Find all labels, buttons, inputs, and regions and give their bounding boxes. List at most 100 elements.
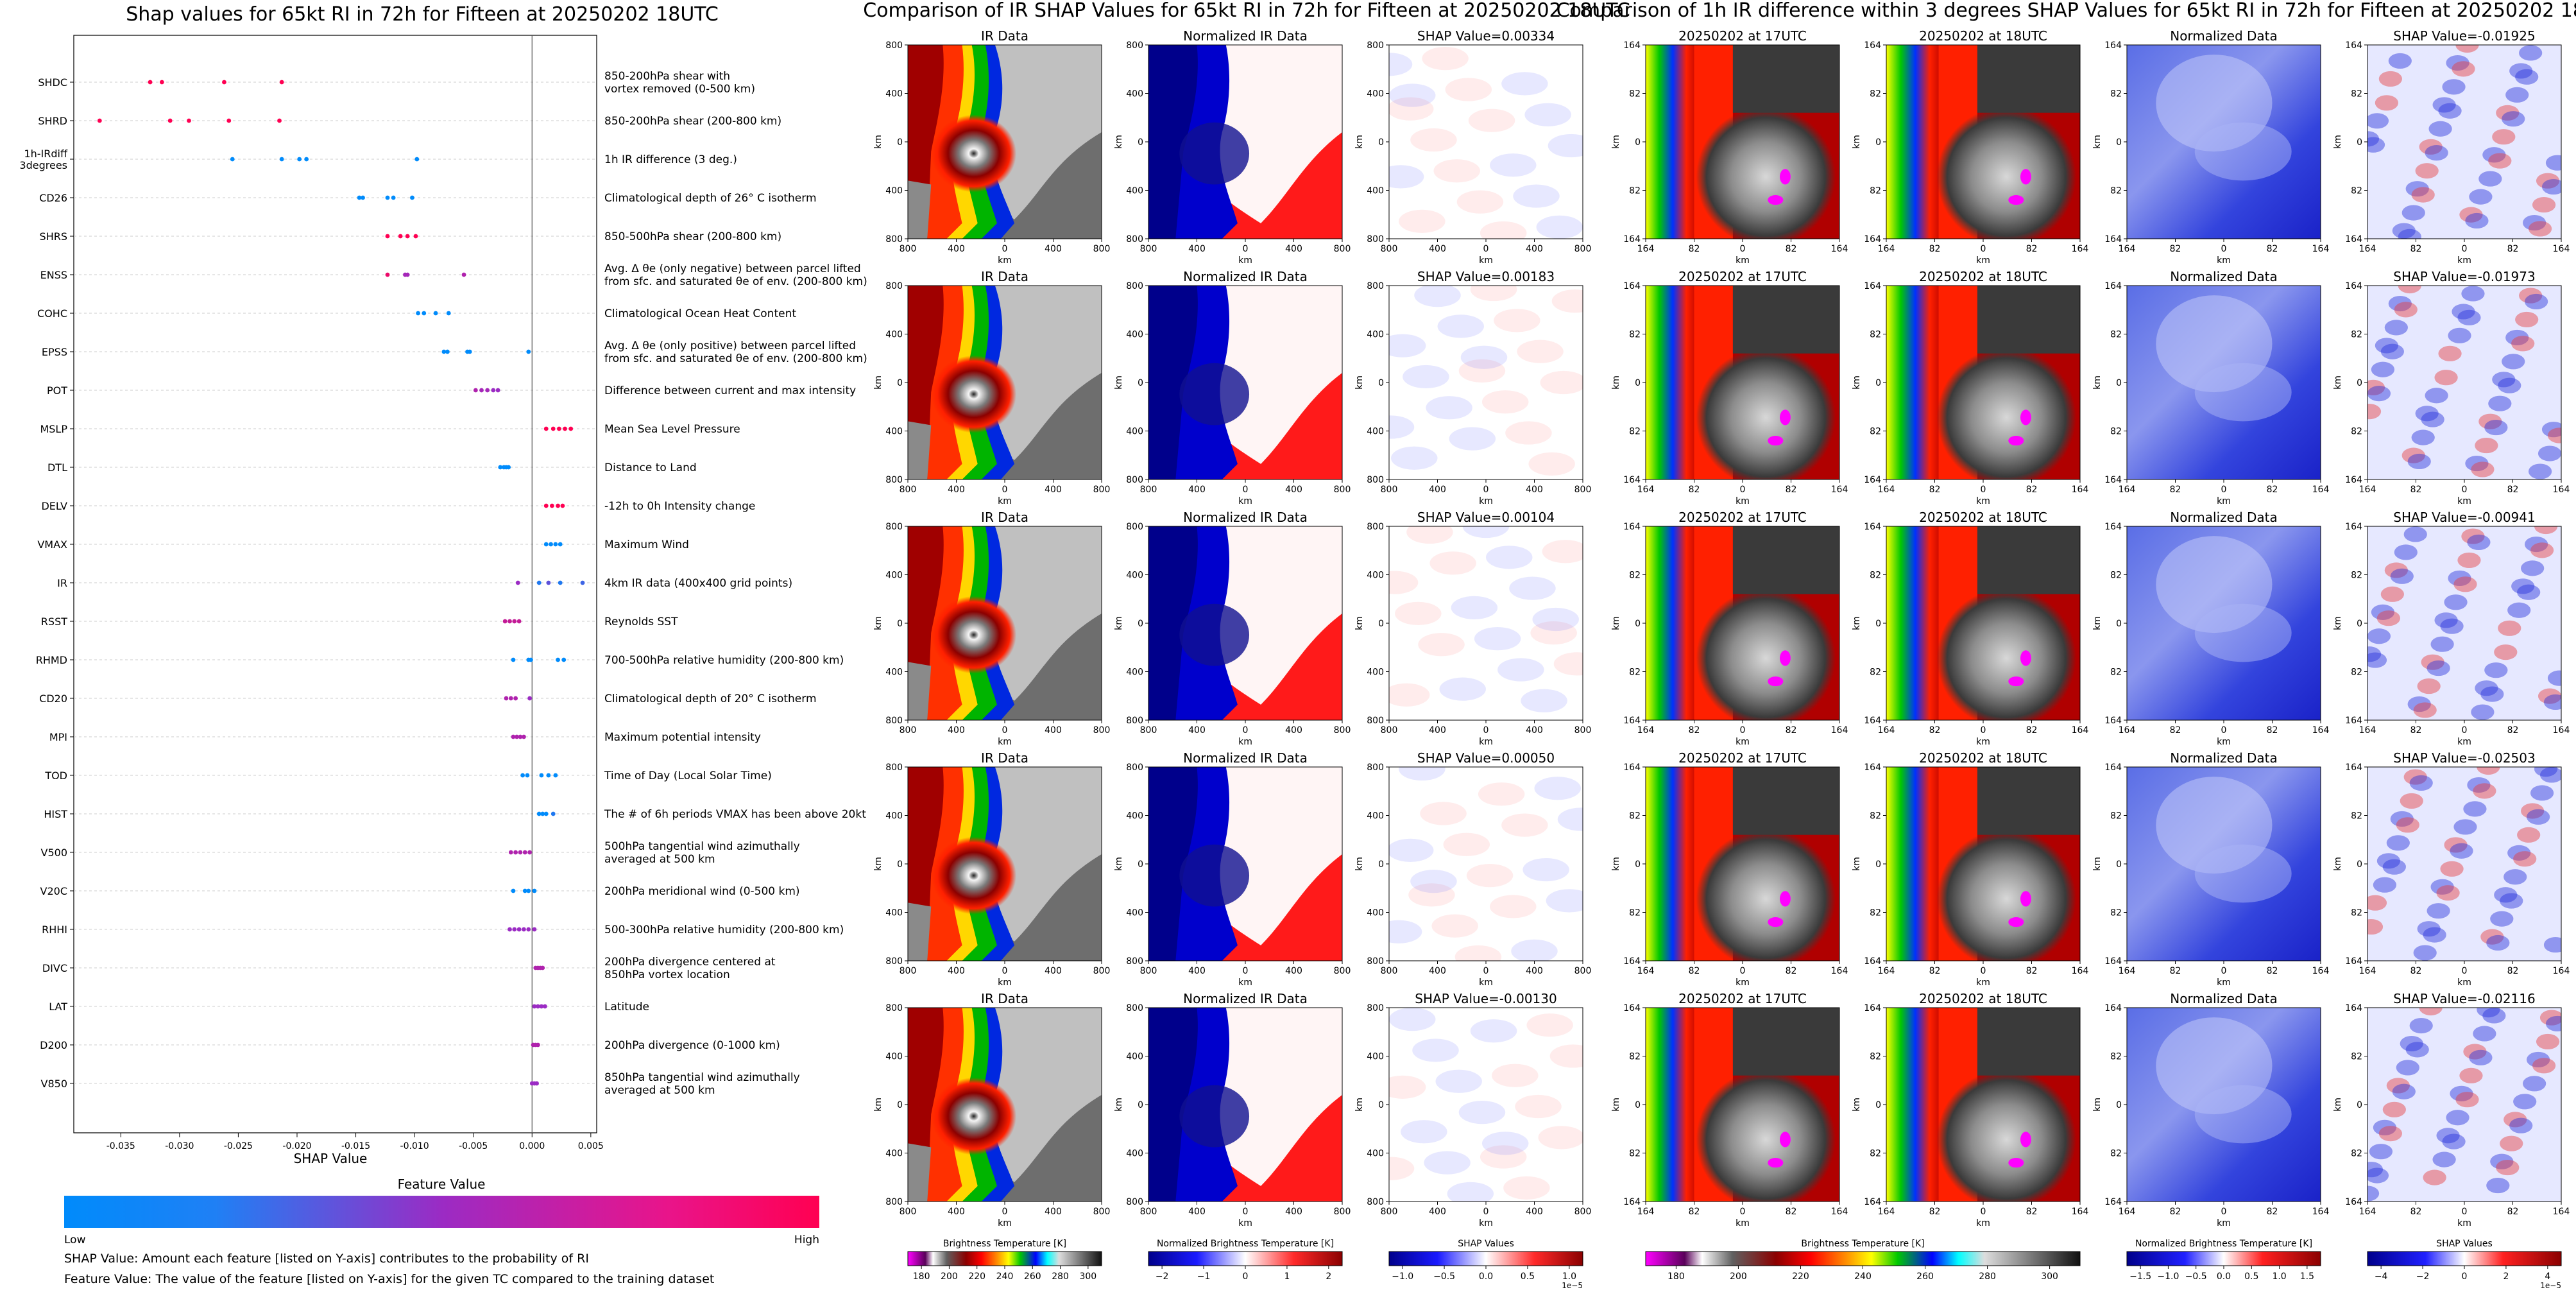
y-tick-label: 0 [2357, 859, 2362, 870]
y-axis-label: km [1354, 375, 1365, 390]
x-tick-label: 0 [1981, 485, 1986, 495]
y-tick-label: 0 [897, 378, 903, 388]
panel-title: SHAP Value=-0.01973 [2393, 269, 2535, 284]
y-tick-label: 0 [1635, 619, 1641, 629]
x-axis-label: km [1736, 737, 1750, 747]
x-tick-label: 400 [948, 725, 965, 736]
y-tick-label: 400 [1367, 330, 1384, 340]
y-tick-label: 164 [1864, 716, 1881, 726]
panel-title: 20250202 at 18UTC [1919, 510, 2047, 525]
y-tick-label: 82 [2110, 811, 2122, 822]
x-tick-label: 82 [1929, 244, 1941, 254]
x-tick-label: 0 [1740, 725, 1746, 736]
shap-map-image [1389, 45, 1583, 239]
y-tick-label: 82 [1870, 908, 1881, 918]
panel-title: 20250202 at 18UTC [1919, 991, 2047, 1006]
y-axis-label: km [1611, 375, 1621, 390]
y-tick-label: 800 [1126, 234, 1143, 245]
x-tick-label: 0 [2462, 1207, 2468, 1217]
y-tick-label: 82 [1629, 811, 1641, 822]
y-tick-label: 164 [1623, 956, 1641, 967]
y-tick-label: 164 [2104, 762, 2122, 773]
y-tick-label: 164 [2345, 956, 2362, 967]
x-tick-label: 82 [1786, 244, 1797, 254]
x-tick-label: 400 [1188, 966, 1206, 976]
x-tick-label: 82 [1929, 966, 1941, 976]
shap-point [422, 311, 427, 316]
shap-point [391, 195, 396, 200]
y-tick-label: 400 [1126, 330, 1143, 340]
x-axis-label: km [1479, 1218, 1493, 1228]
shap-map-image [1389, 1008, 1583, 1202]
feature-description: Distance to Land [604, 461, 697, 474]
x-tick-label: 82 [2026, 244, 2038, 254]
x-tick-label: 0 [2221, 485, 2227, 495]
colorbar-tick-label: 0.5 [1521, 1271, 1535, 1282]
x-axis-label: km [1976, 737, 1990, 747]
y-axis-label: km [1114, 135, 1124, 149]
x-tick-label: 82 [2170, 725, 2181, 736]
shap-point [357, 195, 362, 200]
y-tick-label: 82 [2351, 571, 2362, 581]
x-tick-label: 0 [1243, 244, 1249, 254]
y-axis-label: km [2092, 375, 2103, 390]
x-tick-label: 0.000 [519, 1141, 545, 1151]
normalized-data-image [2127, 45, 2321, 239]
shap-point [495, 388, 500, 393]
y-tick-label: 400 [1367, 427, 1384, 437]
x-tick-label: 164 [2312, 725, 2330, 736]
y-tick-label: 800 [1367, 716, 1384, 726]
panel-title: SHAP Value=0.00050 [1417, 750, 1555, 766]
note-feature-value: Feature Value: The value of the feature … [64, 1272, 714, 1286]
x-tick-label: 164 [1637, 244, 1655, 254]
y-tick-label: 400 [1367, 1052, 1384, 1062]
x-tick-label: 400 [1188, 1207, 1206, 1217]
x-tick-label: 400 [1429, 485, 1446, 495]
feature-description: 700-500hPa relative humidity (200-800 km… [604, 654, 844, 667]
x-axis-label: km [1976, 1218, 1990, 1228]
shap-point [522, 927, 526, 932]
feature-label: SHRD [38, 115, 67, 127]
x-tick-label: 164 [2312, 966, 2330, 976]
y-axis-label: km [873, 135, 883, 149]
feature-label: DTL [47, 461, 67, 474]
y-tick-label: 82 [2351, 1149, 2362, 1159]
brightness-temperature-image [1886, 45, 2080, 239]
colorbar-tick-label: 1.0 [2272, 1271, 2286, 1282]
x-tick-label: 0 [1002, 725, 1008, 736]
feature-description: 850hPa vortex location [604, 969, 730, 981]
x-axis-label: km [2457, 496, 2471, 506]
y-axis-label: km [1354, 1098, 1365, 1112]
x-tick-label: 0 [1740, 485, 1746, 495]
normalized-ir-image [1148, 45, 1342, 239]
y-tick-label: 0 [897, 859, 903, 870]
x-tick-label: 0 [1483, 485, 1489, 495]
x-tick-label: 82 [1689, 1207, 1700, 1217]
x-axis-label: km [1736, 978, 1750, 988]
brightness-temperature-image [1646, 45, 1839, 239]
shap-point [543, 811, 549, 816]
y-tick-label: 164 [1864, 40, 1881, 51]
colorbar-tick-label: 0.5 [2244, 1271, 2258, 1282]
x-tick-label: 164 [2119, 244, 2136, 254]
x-tick-label: 164 [2072, 485, 2089, 495]
ir-shap-colorbar: SHAP Values −1.0 −0.5 0.0 0.5 1.01e−5 [1388, 1239, 1583, 1290]
y-tick-label: 400 [1126, 427, 1143, 437]
x-tick-label: 400 [1429, 244, 1446, 254]
y-tick-label: 0 [2357, 378, 2362, 388]
y-tick-label: 82 [1870, 571, 1881, 581]
x-tick-label: 82 [2410, 244, 2422, 254]
y-tick-label: 0 [1635, 137, 1641, 148]
colorbar-tick-label: 2 [1326, 1271, 1331, 1282]
colorbar-tick-label: 260 [1916, 1271, 1934, 1282]
shap-point [540, 965, 545, 970]
colorbar-tick-label: 280 [1052, 1271, 1069, 1282]
y-axis-label: km [2092, 857, 2103, 871]
